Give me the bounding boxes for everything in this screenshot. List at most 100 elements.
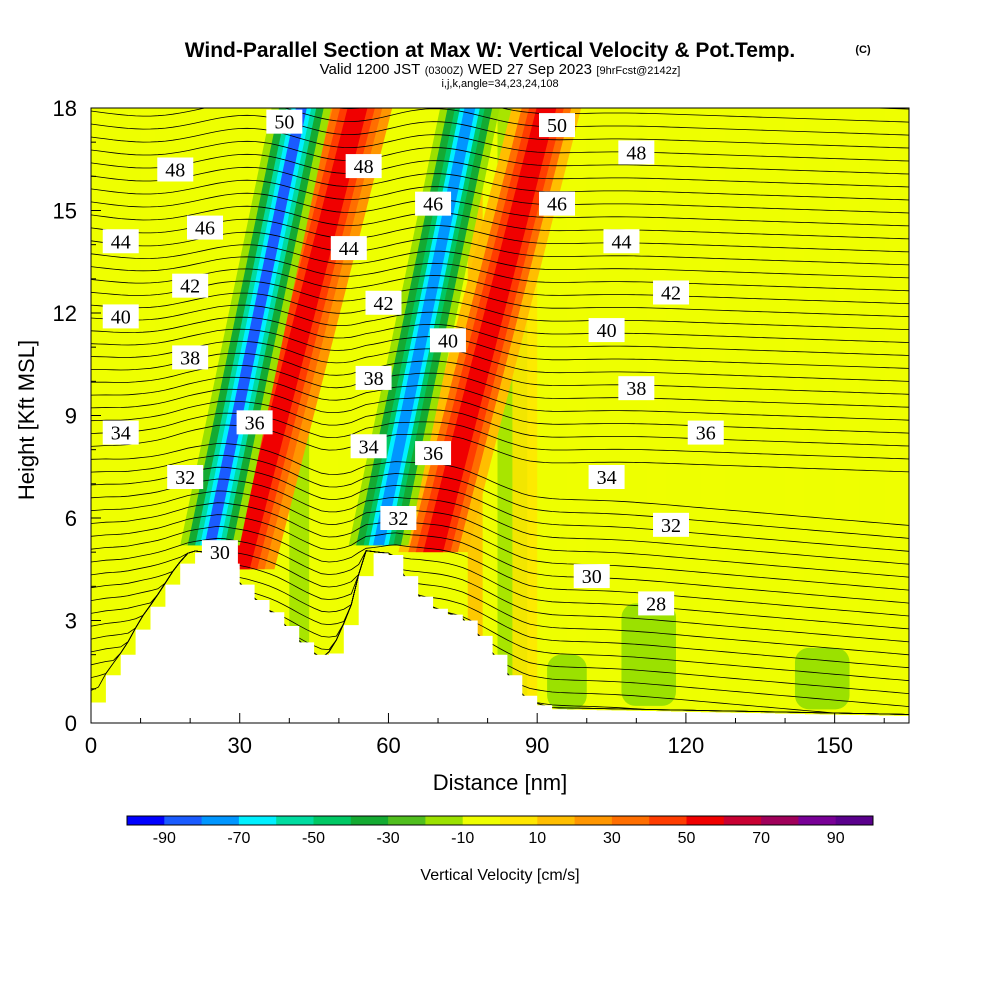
isentrope-line [91, 192, 909, 227]
subtitle-date: WED 27 Sep 2023 [468, 61, 592, 78]
y-axis-label: Height [Kft MSL] [14, 340, 39, 500]
isentrope-label-box [573, 564, 610, 589]
x-axis-label: Distance [nm] [433, 770, 568, 795]
colorbar-swatch [313, 816, 352, 825]
isentrope-label-box [653, 512, 690, 537]
isentrope-label-box [201, 540, 238, 565]
chart-subtitle-indices: i,j,k,angle=34,23,24,108 [441, 78, 558, 90]
y-tick-label: 6 [65, 506, 77, 531]
colorbar-tick-label: 90 [827, 830, 845, 847]
field-stripe [834, 108, 860, 723]
field-patch [547, 654, 587, 710]
colorbar-swatch [388, 816, 426, 825]
colorbar: -90 -70 -50 -30 -10 10 30 50 70 90 [126, 815, 874, 847]
isentrope-label-box [653, 280, 690, 305]
colorbar-tick-label: -30 [377, 830, 400, 847]
isentrope-label: 44 [611, 231, 631, 253]
isentrope-label: 44 [339, 238, 359, 260]
colorbar-swatch [500, 816, 538, 825]
colorbar-swatch [723, 816, 762, 825]
isentrope-label-box [157, 157, 194, 182]
isentrope-label: 46 [547, 194, 567, 216]
isentrope-label: 40 [597, 320, 617, 342]
velocity-band [373, 108, 476, 546]
isentrope-label: 32 [388, 508, 408, 530]
velocity-band [423, 108, 557, 553]
isentrope-label: 28 [646, 593, 666, 615]
isentrope-label: 34 [359, 436, 379, 458]
isentrope-label-box [266, 109, 303, 134]
y-tick-label: 0 [65, 711, 77, 736]
isentrope-line [91, 304, 909, 343]
isentrope-label: 48 [626, 142, 646, 164]
isentrope-line [91, 268, 909, 305]
y-tick-label: 15 [53, 199, 77, 224]
isentrope-line [91, 424, 909, 473]
isentrope-line [91, 205, 909, 240]
isentrope-label-box [345, 154, 382, 179]
field-patch [794, 647, 850, 710]
isentrope-line [91, 388, 909, 434]
isentrope-label: 36 [245, 412, 265, 434]
isentrope-label-box [102, 420, 139, 445]
colorbar-tick-label: 10 [528, 830, 546, 847]
isentrope-label-box [172, 345, 209, 370]
chart-title: Wind-Parallel Section at Max W: Vertical… [185, 39, 796, 62]
isentrope-label-box [638, 591, 675, 616]
isentrope-line [91, 292, 909, 330]
field-stripe [140, 108, 156, 723]
isentrope-label-box [603, 229, 640, 254]
colorbar-swatch [537, 816, 576, 825]
isentrope-label-box [539, 191, 576, 216]
chart-title-mark: (C) [855, 44, 871, 56]
y-tick-label: 9 [65, 404, 77, 429]
velocity-field [91, 108, 909, 723]
colorbar-swatch [798, 816, 837, 825]
x-tick-label: 0 [85, 733, 97, 758]
isentrope-label: 50 [274, 112, 294, 134]
isentrope-label: 30 [210, 542, 230, 564]
velocity-band [204, 108, 307, 546]
isentrope-label-box [618, 376, 655, 401]
isentrope-label-box [167, 465, 204, 489]
colorbar-swatch [164, 816, 203, 825]
isentrope-label-box [415, 441, 452, 466]
isentrope-label: 34 [597, 467, 617, 489]
isentrope-line [91, 478, 909, 565]
isentrope-line [91, 316, 909, 356]
colorbar-tick-label: 70 [752, 830, 770, 847]
isentrope-label-box [588, 318, 625, 343]
isentrope-line [91, 114, 909, 149]
isentrope-line [91, 443, 909, 526]
isentrope-line [91, 376, 909, 421]
terrain [91, 552, 909, 723]
isentrope-line [91, 166, 909, 201]
y-tick-label: 3 [65, 609, 77, 634]
isentrope-label-box [172, 273, 209, 298]
isentrope-label: 36 [696, 423, 716, 445]
x-tick-label: 120 [668, 733, 705, 758]
isentrope-label: 50 [547, 115, 567, 137]
colorbar-swatch [574, 816, 613, 825]
colorbar-swatch [127, 816, 165, 825]
colorbar-swatch [686, 816, 725, 825]
isentrope-label: 42 [373, 293, 393, 315]
colorbar-swatch [761, 816, 799, 825]
isentrope-label: 42 [180, 276, 200, 298]
isentrope-line [91, 400, 909, 447]
isentrope-line [91, 352, 909, 395]
subtitle-forecast: [9hrFcst@2142z] [596, 65, 680, 77]
isentrope-label-box [429, 328, 466, 353]
colorbar-tick-label: -90 [153, 830, 176, 847]
x-tick-label: 60 [376, 733, 400, 758]
colorbar-swatch [611, 816, 650, 825]
isentrope-line [91, 340, 909, 382]
colorbar-swatch [462, 816, 501, 825]
colorbar-tick-label: -10 [451, 830, 474, 847]
isentrope-line [91, 328, 909, 369]
colorbar-tick-label: 30 [603, 830, 621, 847]
colorbar-tick-label: 50 [678, 830, 696, 847]
isentrope-label-box [350, 434, 387, 459]
field-patch [621, 603, 676, 706]
isentrope-label-box [415, 191, 452, 216]
